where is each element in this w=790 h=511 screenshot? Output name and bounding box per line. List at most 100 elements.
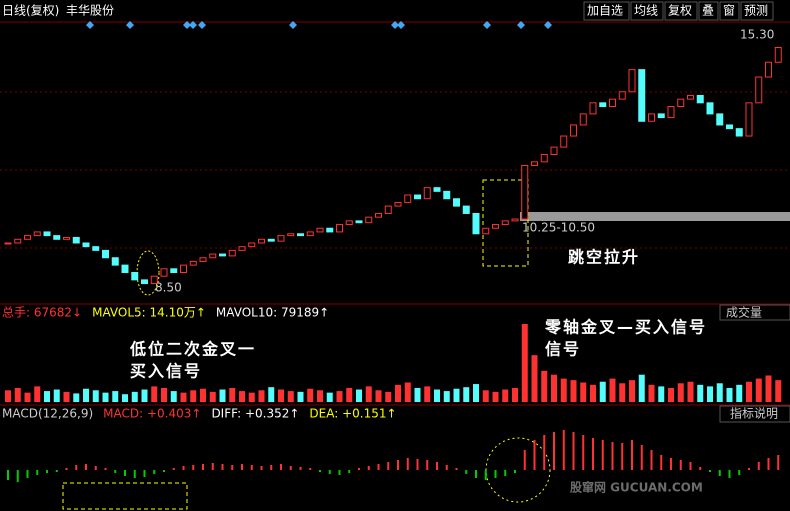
candle [92,246,100,251]
volume-bar [278,389,284,402]
gap-label: 10.25-10.50 [522,221,595,235]
panel-button[interactable] [719,304,790,321]
candle [82,242,90,248]
volume-bar [248,392,255,402]
panel-label[interactable]: 指标说明 [730,406,778,421]
volume-bar [755,378,762,402]
volume-bar [53,389,60,402]
legend-item: 总手: 67682↓ [2,306,82,320]
candle [404,194,412,203]
stock-name: 丰华股份 [66,4,114,18]
volume-bar [502,389,509,402]
volume-bar [716,383,723,402]
legend-item: DEA: +0.151↑ [309,407,396,421]
volume-bar [434,389,440,402]
toolbar-button[interactable] [698,1,719,21]
candle [687,94,694,100]
candle [540,153,548,163]
volume-bar [590,384,596,402]
candle [579,113,587,126]
volume-bar [317,390,323,402]
annotation: 零轴金叉—买入信号 [544,318,707,337]
candle [326,227,334,233]
candle [33,231,41,237]
legend: 总手: 67682↓ MAVOL5: 14.10万↑ MAVOL10: 79189↑ [2,306,329,320]
candle [102,249,109,259]
volume-bar [14,387,21,402]
candle [657,113,665,119]
candle [355,220,363,224]
toolbar-label[interactable]: 预测 [744,4,768,18]
volume-bar [541,370,548,402]
volume-bar [677,383,684,402]
candle [706,102,714,115]
volume-bar [736,384,743,402]
volume-bar [492,391,499,402]
volume-bar [463,387,470,402]
candle [453,198,460,207]
volume-bar [219,389,226,402]
panel-button[interactable] [719,405,790,423]
volume-bar [424,386,431,402]
toolbar-label[interactable]: 窗 [723,4,735,18]
candle [248,242,256,248]
volume-bar [707,386,713,402]
candle [287,233,295,237]
candle [4,242,12,245]
toolbar-button[interactable] [719,1,740,21]
legend-item: MACD: +0.403↑ [103,407,201,421]
candle [394,201,402,207]
volume-bar [414,387,421,402]
legend-item: MACD(12,26,9) [2,407,93,421]
candle [716,113,724,126]
candle [589,102,597,115]
volume-bar [24,392,31,402]
volume-bar [180,392,187,402]
volume-bar [726,387,733,402]
candle [696,94,704,104]
candle [482,227,490,235]
volume-bar [775,380,782,402]
volume-bar [92,390,99,402]
gap-band [520,212,790,221]
volume-bar [63,391,70,402]
volume-bar [356,389,362,402]
candle [599,102,607,108]
volume-bar [297,391,304,402]
volume-bar [131,391,138,402]
panel-label[interactable]: 成交量 [726,305,762,320]
candle [297,233,304,237]
toolbar-button[interactable] [583,1,630,21]
toolbar-button[interactable] [740,1,774,21]
toolbar-label[interactable]: 均线 [634,4,658,18]
candle [160,268,168,277]
annotation: 信号 [545,340,581,359]
grid [0,91,790,249]
candle [638,69,646,122]
candle [180,264,187,273]
candle [267,238,275,242]
toolbar-label[interactable]: 复权 [668,4,692,18]
toolbar-label[interactable]: 叠 [702,4,714,18]
volume-bar [365,386,372,402]
volume-bar [746,381,752,402]
legend: MACD(12,26,9) MACD: +0.403↑ DIFF: +0.352↑ D… [2,407,397,421]
volume-bar [102,392,109,402]
volume-bar [531,355,538,402]
volume-bar [385,391,392,402]
volume-bar [209,391,216,402]
candle [774,47,782,63]
toolbar-button[interactable] [664,1,698,21]
candle [43,231,51,237]
volume-bar [687,381,694,402]
candle [531,161,538,167]
candle [14,238,22,244]
candle [677,98,685,108]
legend-item: MAVOL10: 79189↑ [216,306,329,320]
toolbar-button[interactable] [630,1,664,21]
volume-bar [638,374,645,402]
candle [443,190,451,200]
candle [228,249,236,257]
candle [414,194,421,200]
toolbar-label[interactable]: 加自选 [587,4,623,18]
